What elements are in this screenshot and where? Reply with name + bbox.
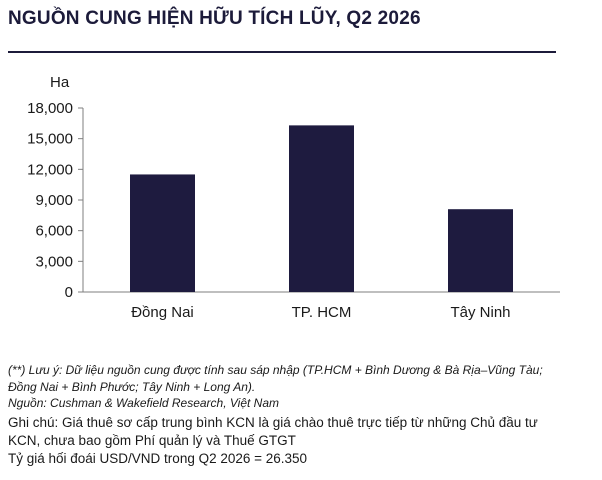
exchange-rate-note: Tỷ giá hối đoái USD/VND trong Q2 2026 = … bbox=[8, 450, 308, 466]
y-tick-label: 0 bbox=[65, 284, 73, 301]
x-axis: Đồng Nai TP. HCM Tây Ninh bbox=[131, 304, 510, 321]
y-axis-unit-label: Ha bbox=[50, 74, 70, 91]
y-tick-label: 15,000 bbox=[27, 131, 73, 148]
remark-line-2: KCN, chưa bao gồm Phí quản lý và Thuế GT… bbox=[8, 432, 296, 448]
y-tick-label: 3,000 bbox=[35, 253, 73, 270]
note-merger-line-1: (**) Lưu ý: Dữ liệu nguồn cung được tính… bbox=[8, 363, 543, 377]
bar-3 bbox=[448, 209, 513, 292]
note-merger-line-2: Đồng Nai + Bình Phước; Tây Ninh + Long A… bbox=[8, 379, 256, 394]
title-divider bbox=[8, 51, 556, 53]
bar-2 bbox=[289, 125, 354, 292]
y-tick-label: 9,000 bbox=[35, 192, 73, 209]
chart-title: NGUỒN CUNG HIỆN HỮU TÍCH LŨY, Q2 2026 bbox=[8, 8, 421, 29]
x-category-label: Tây Ninh bbox=[450, 304, 510, 321]
source-note: Nguồn: Cushman & Wakefield Research, Việ… bbox=[8, 396, 280, 410]
y-tick-label: 18,000 bbox=[27, 100, 73, 117]
bar-1 bbox=[130, 174, 195, 292]
remark-line-1: Ghi chú: Giá thuê sơ cấp trung bình KCN … bbox=[8, 414, 538, 430]
bar-chart: Ha 0 3,000 6,000 9,000 12,000 15,000 18,000 Đồ… bbox=[27, 74, 560, 321]
y-tick-label: 12,000 bbox=[27, 161, 73, 178]
footnotes: (**) Lưu ý: Dữ liệu nguồn cung được tính… bbox=[8, 362, 598, 468]
y-tick-label: 6,000 bbox=[35, 223, 73, 240]
bars-group bbox=[130, 125, 513, 292]
x-category-label: Đồng Nai bbox=[131, 304, 194, 321]
y-axis: 0 3,000 6,000 9,000 12,000 15,000 18,000 bbox=[27, 100, 560, 301]
x-category-label: TP. HCM bbox=[292, 304, 352, 321]
